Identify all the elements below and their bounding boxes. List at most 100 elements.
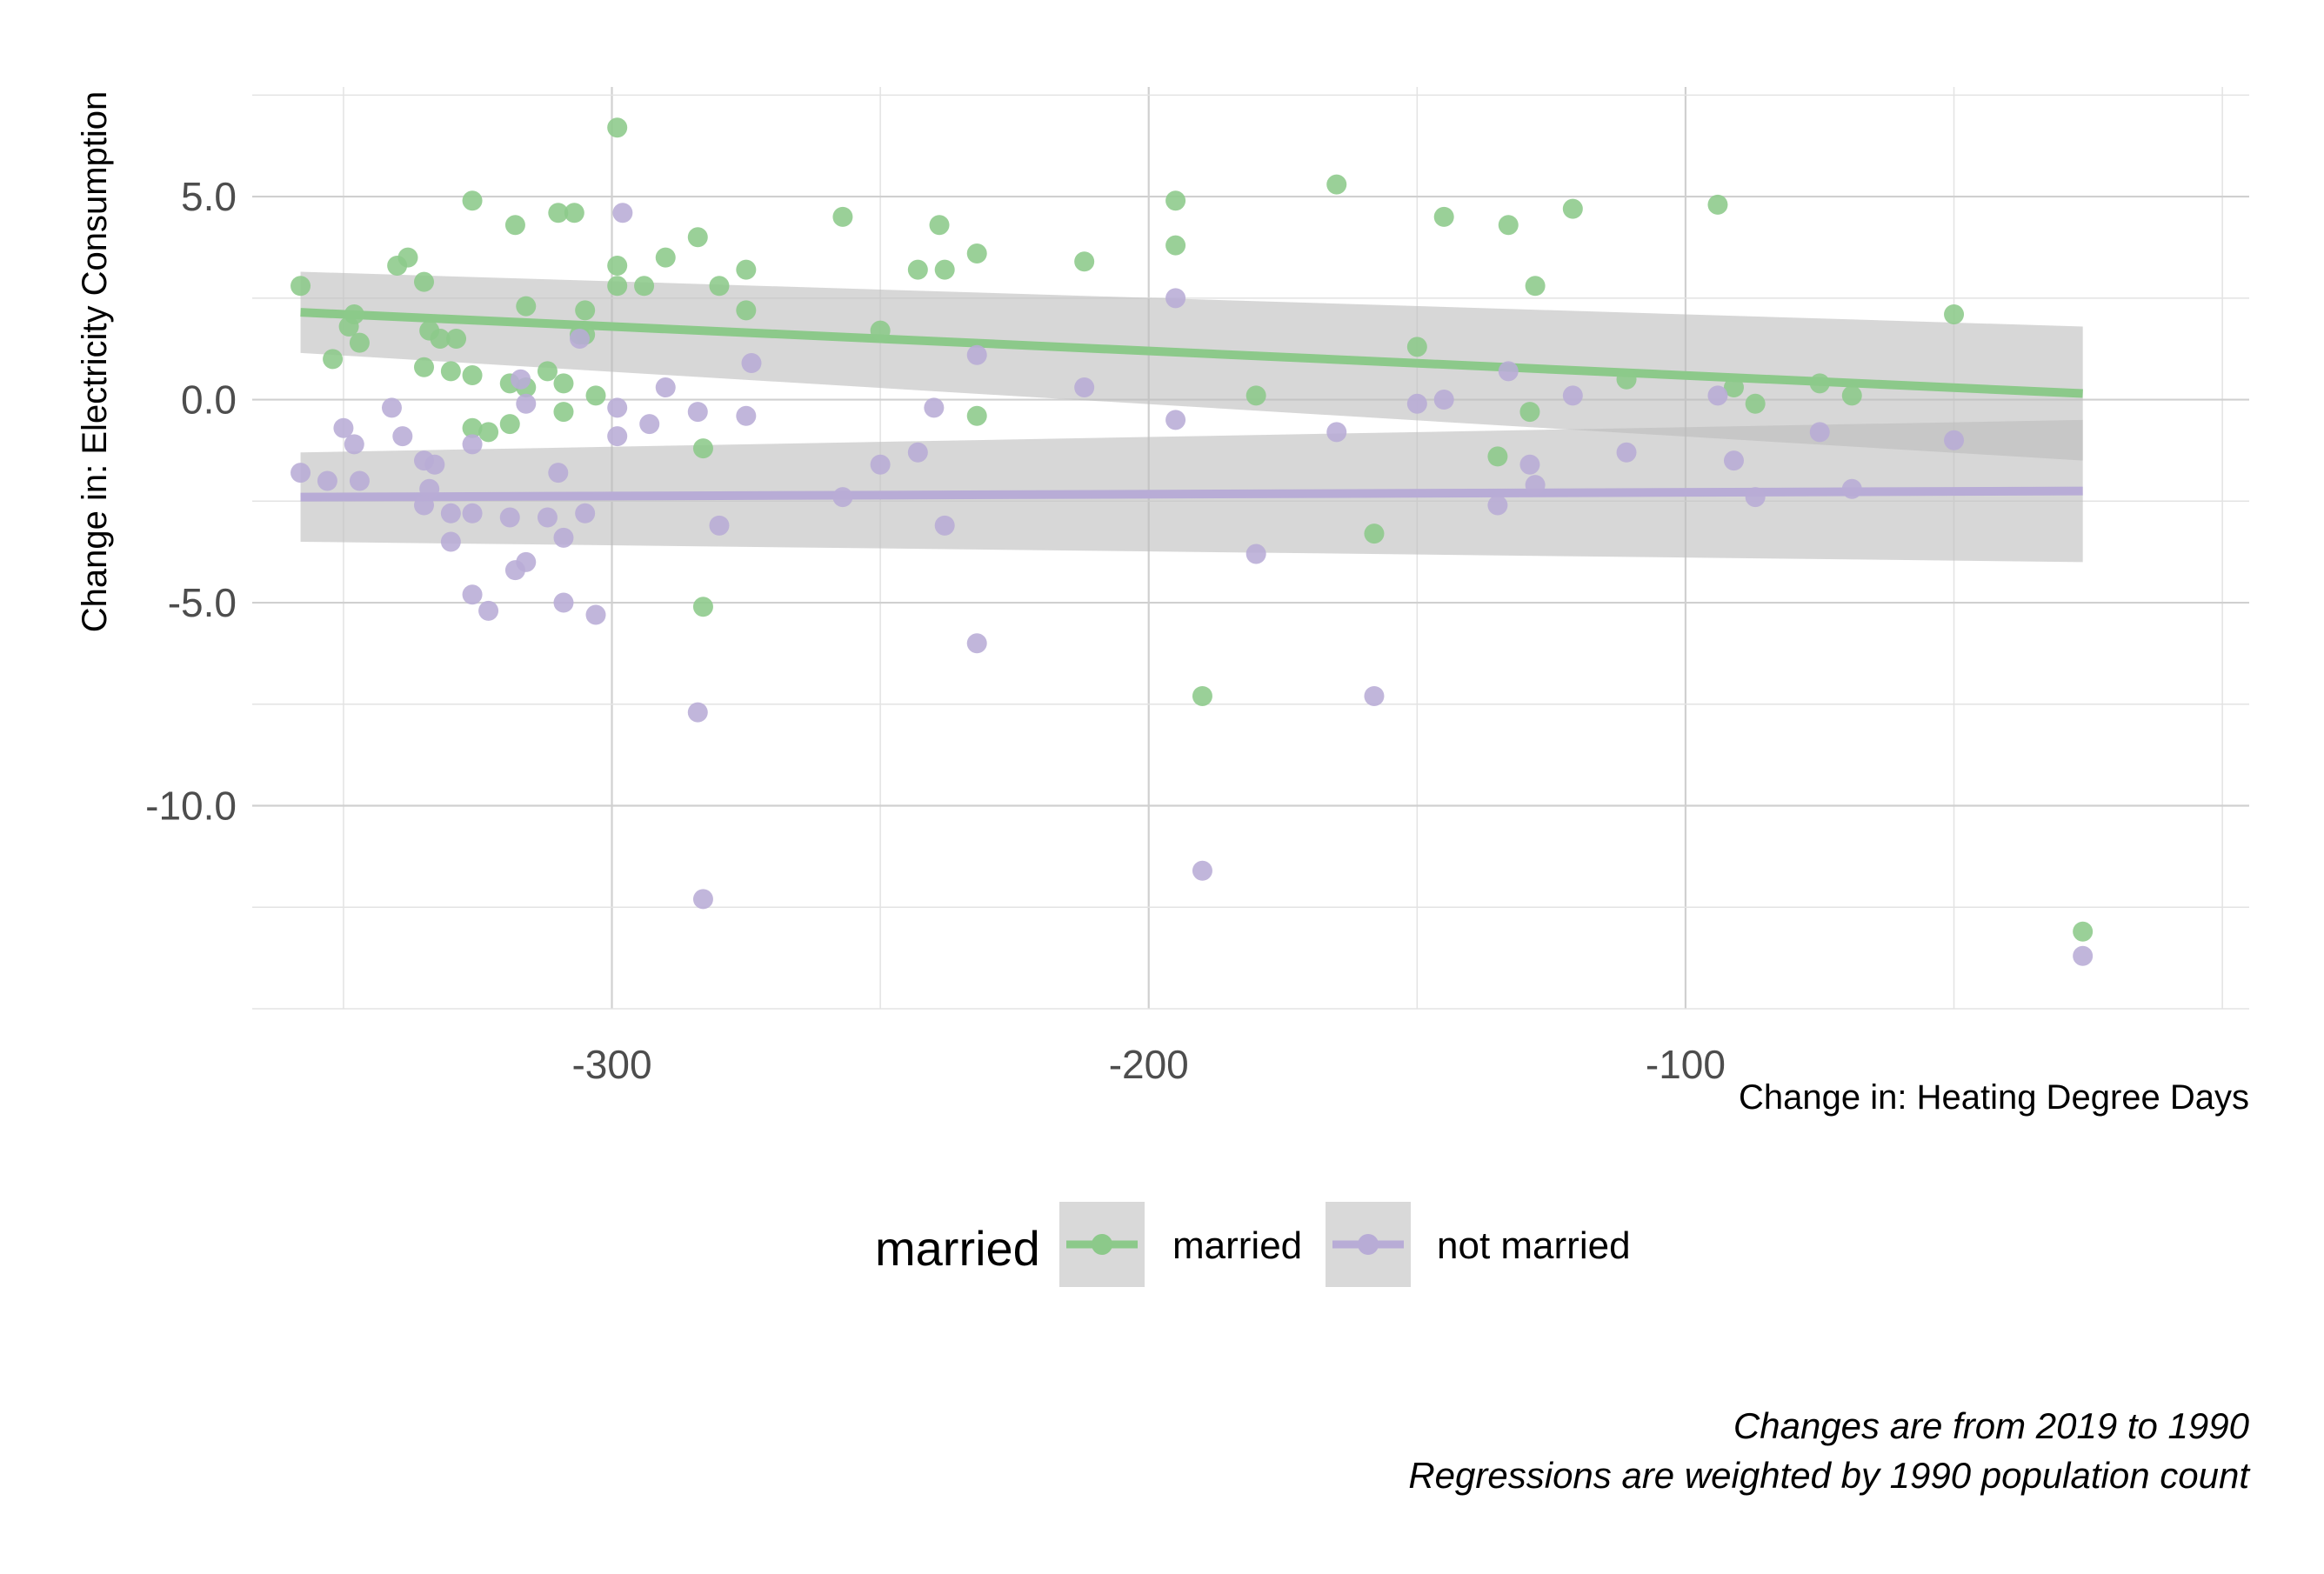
data-point-not-married [687, 702, 708, 723]
data-point-married [499, 414, 520, 435]
legend-title: married [875, 1221, 1040, 1276]
data-point-not-married [1364, 685, 1385, 706]
data-point-not-married [462, 434, 483, 455]
data-point-not-married [966, 633, 987, 654]
caption-line-1: Changes are from 2019 to 1990 [1733, 1405, 2250, 1446]
data-point-married [564, 203, 584, 223]
data-point-not-married [419, 478, 440, 499]
data-point-not-married [516, 551, 537, 572]
data-point-not-married [607, 397, 628, 418]
data-point-married [832, 206, 853, 227]
data-point-not-married [1487, 495, 1508, 516]
data-point-married [575, 300, 596, 321]
data-point-married [1245, 385, 1266, 406]
data-point-married [1616, 369, 1637, 390]
legend-key-married [1059, 1202, 1145, 1287]
data-point-married [462, 417, 483, 438]
data-point-married [687, 227, 708, 248]
data-point-not-married [736, 405, 757, 426]
data-point-not-married [553, 527, 574, 548]
data-point-married [1433, 206, 1454, 227]
data-point-married [634, 276, 655, 297]
data-point-not-married [1326, 422, 1347, 443]
data-point-married [585, 385, 606, 406]
data-point-not-married [1616, 442, 1637, 463]
data-point-not-married [516, 393, 537, 414]
data-point-married [607, 117, 628, 138]
data-point-not-married [1074, 377, 1095, 398]
data-point-married [1192, 685, 1212, 706]
data-point-not-married [639, 414, 660, 435]
data-point-married [290, 276, 311, 297]
regression-lines [300, 308, 2083, 502]
data-point-not-married [1745, 487, 1766, 508]
data-point-married [397, 247, 418, 268]
data-point-not-married [414, 495, 435, 516]
data-point-married [1364, 524, 1385, 544]
data-point-not-married [612, 203, 633, 223]
data-point-not-married [440, 531, 461, 552]
data-point-married [655, 247, 676, 268]
data-point-not-married [499, 507, 520, 528]
legend-label-married: married [1172, 1224, 1302, 1267]
data-point-not-married [537, 507, 558, 528]
data-point-not-married [709, 515, 730, 536]
data-point-married [607, 255, 628, 276]
data-point-married [966, 405, 987, 426]
data-point-married [966, 243, 987, 263]
data-point-married [607, 276, 628, 297]
data-point-married [537, 361, 558, 382]
data-point-married [478, 422, 499, 443]
data-point-not-married [2073, 945, 2094, 966]
data-point-married [462, 190, 483, 211]
data-point-married [440, 361, 461, 382]
data-point-not-married [585, 604, 606, 625]
data-point-not-married [381, 397, 402, 418]
data-point-married [692, 597, 713, 617]
data-point-married [553, 373, 574, 394]
data-point-married [1519, 402, 1540, 423]
data-point-married [1809, 373, 1830, 394]
data-point-not-married [907, 442, 928, 463]
data-point-not-married [870, 454, 891, 475]
legend-label-not-married: not married [1437, 1224, 1631, 1267]
data-point-not-married [317, 470, 337, 491]
data-point-married [1487, 446, 1508, 467]
data-point-not-married [569, 329, 590, 350]
data-point-not-married [1707, 385, 1728, 406]
data-point-married [1498, 215, 1519, 236]
data-point-married [1525, 276, 1546, 297]
data-point-married [349, 332, 370, 353]
y-tick-label: 0.0 [181, 377, 237, 423]
data-point-not-married [607, 426, 628, 447]
data-point-married [414, 271, 435, 292]
data-point-not-married [1841, 478, 1862, 499]
data-point-not-married [349, 470, 370, 491]
data-point-married [462, 365, 483, 386]
data-point-not-married [1165, 288, 1186, 309]
data-point-married [870, 320, 891, 341]
data-point-married [1707, 194, 1728, 215]
data-point-married [929, 215, 950, 236]
data-point-not-married [548, 463, 569, 484]
legend: married married not married [875, 1202, 1631, 1287]
data-point-not-married [1525, 475, 1546, 496]
data-point-not-married [832, 487, 853, 508]
data-point-married [1841, 385, 1862, 406]
y-tick-label: 5.0 [181, 174, 237, 219]
x-tick-label: -200 [1109, 1042, 1189, 1087]
data-point-not-married [333, 417, 354, 438]
data-point-not-married [1192, 860, 1212, 881]
data-point-not-married [1562, 385, 1583, 406]
data-point-not-married [687, 402, 708, 423]
data-point-married [1723, 377, 1744, 398]
data-point-married [323, 349, 344, 370]
y-axis-title: Change in: Electricity Consumption [76, 91, 114, 633]
data-point-married [504, 215, 525, 236]
data-point-married [516, 296, 537, 317]
data-point-married [1165, 235, 1186, 256]
data-point-not-married [1809, 422, 1830, 443]
data-points [290, 117, 2094, 966]
y-tick-label: -5.0 [168, 580, 237, 625]
